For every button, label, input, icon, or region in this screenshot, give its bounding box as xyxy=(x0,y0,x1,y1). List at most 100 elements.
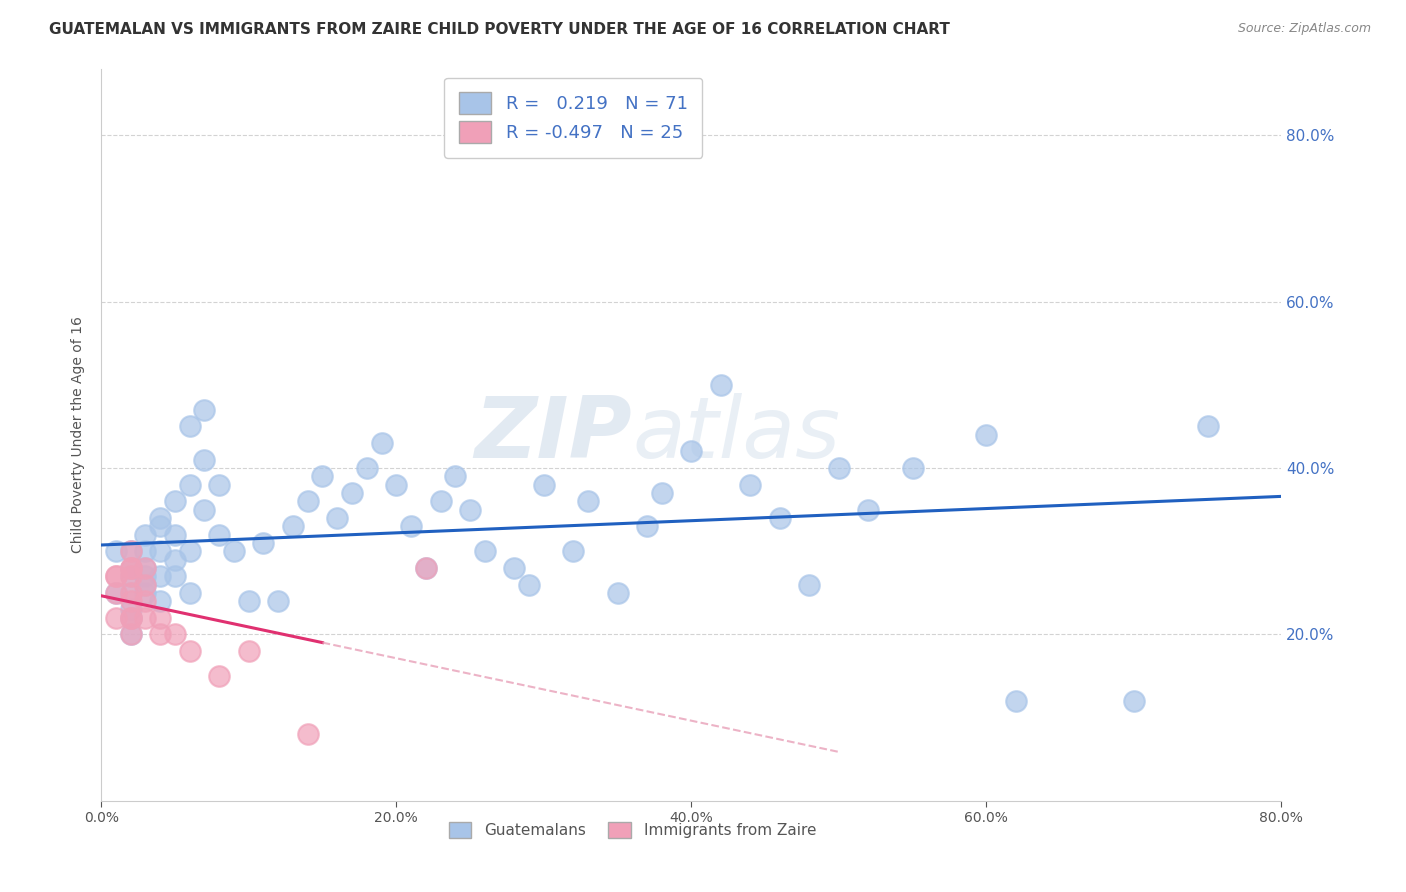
Point xyxy=(163,552,186,566)
Point xyxy=(104,544,127,558)
Point xyxy=(163,569,186,583)
Point xyxy=(208,477,231,491)
Point xyxy=(163,527,186,541)
Point xyxy=(120,561,142,575)
Point xyxy=(120,611,142,625)
Point xyxy=(120,561,142,575)
Point xyxy=(134,594,156,608)
Point xyxy=(636,519,658,533)
Point xyxy=(326,511,349,525)
Point xyxy=(134,586,156,600)
Point xyxy=(415,561,437,575)
Point xyxy=(104,569,127,583)
Point xyxy=(134,569,156,583)
Point xyxy=(193,502,215,516)
Point xyxy=(134,561,156,575)
Point xyxy=(651,486,673,500)
Point xyxy=(134,544,156,558)
Point xyxy=(576,494,599,508)
Point xyxy=(769,511,792,525)
Point xyxy=(149,544,172,558)
Point xyxy=(267,594,290,608)
Text: Source: ZipAtlas.com: Source: ZipAtlas.com xyxy=(1237,22,1371,36)
Point xyxy=(356,461,378,475)
Point xyxy=(740,477,762,491)
Point xyxy=(179,586,201,600)
Point xyxy=(1122,694,1144,708)
Point xyxy=(297,494,319,508)
Point xyxy=(120,594,142,608)
Point xyxy=(297,727,319,741)
Point xyxy=(179,419,201,434)
Point xyxy=(429,494,451,508)
Point xyxy=(208,669,231,683)
Point xyxy=(104,611,127,625)
Point xyxy=(163,494,186,508)
Point xyxy=(120,544,142,558)
Point xyxy=(120,611,142,625)
Point xyxy=(149,627,172,641)
Text: GUATEMALAN VS IMMIGRANTS FROM ZAIRE CHILD POVERTY UNDER THE AGE OF 16 CORRELATIO: GUATEMALAN VS IMMIGRANTS FROM ZAIRE CHIL… xyxy=(49,22,950,37)
Text: ZIP: ZIP xyxy=(475,393,633,476)
Point xyxy=(474,544,496,558)
Point xyxy=(149,569,172,583)
Point xyxy=(120,627,142,641)
Point xyxy=(415,561,437,575)
Point xyxy=(340,486,363,500)
Point xyxy=(385,477,408,491)
Point xyxy=(252,536,274,550)
Point xyxy=(120,561,142,575)
Point xyxy=(281,519,304,533)
Point xyxy=(222,544,245,558)
Point xyxy=(517,577,540,591)
Point xyxy=(533,477,555,491)
Point xyxy=(399,519,422,533)
Point xyxy=(134,577,156,591)
Point xyxy=(149,511,172,525)
Point xyxy=(193,402,215,417)
Point xyxy=(149,519,172,533)
Point xyxy=(179,644,201,658)
Point xyxy=(120,611,142,625)
Point xyxy=(238,644,260,658)
Point xyxy=(120,544,142,558)
Point xyxy=(104,586,127,600)
Point xyxy=(149,594,172,608)
Point xyxy=(208,527,231,541)
Point xyxy=(458,502,481,516)
Y-axis label: Child Poverty Under the Age of 16: Child Poverty Under the Age of 16 xyxy=(72,317,86,553)
Text: atlas: atlas xyxy=(633,393,841,476)
Point xyxy=(104,569,127,583)
Point xyxy=(134,611,156,625)
Point xyxy=(1005,694,1028,708)
Point xyxy=(120,586,142,600)
Point xyxy=(120,569,142,583)
Point xyxy=(828,461,851,475)
Point xyxy=(134,561,156,575)
Point xyxy=(193,452,215,467)
Point xyxy=(238,594,260,608)
Point xyxy=(901,461,924,475)
Point xyxy=(562,544,585,558)
Point xyxy=(120,586,142,600)
Point xyxy=(134,527,156,541)
Point xyxy=(163,627,186,641)
Legend: Guatemalans, Immigrants from Zaire: Guatemalans, Immigrants from Zaire xyxy=(443,815,823,845)
Point xyxy=(104,586,127,600)
Point xyxy=(311,469,333,483)
Point xyxy=(1197,419,1219,434)
Point xyxy=(858,502,880,516)
Point xyxy=(681,444,703,458)
Point xyxy=(120,602,142,616)
Point xyxy=(444,469,467,483)
Point xyxy=(134,577,156,591)
Point xyxy=(606,586,628,600)
Point xyxy=(976,427,998,442)
Point xyxy=(120,627,142,641)
Point xyxy=(120,569,142,583)
Point xyxy=(179,477,201,491)
Point xyxy=(149,611,172,625)
Point xyxy=(799,577,821,591)
Point xyxy=(179,544,201,558)
Point xyxy=(370,436,392,450)
